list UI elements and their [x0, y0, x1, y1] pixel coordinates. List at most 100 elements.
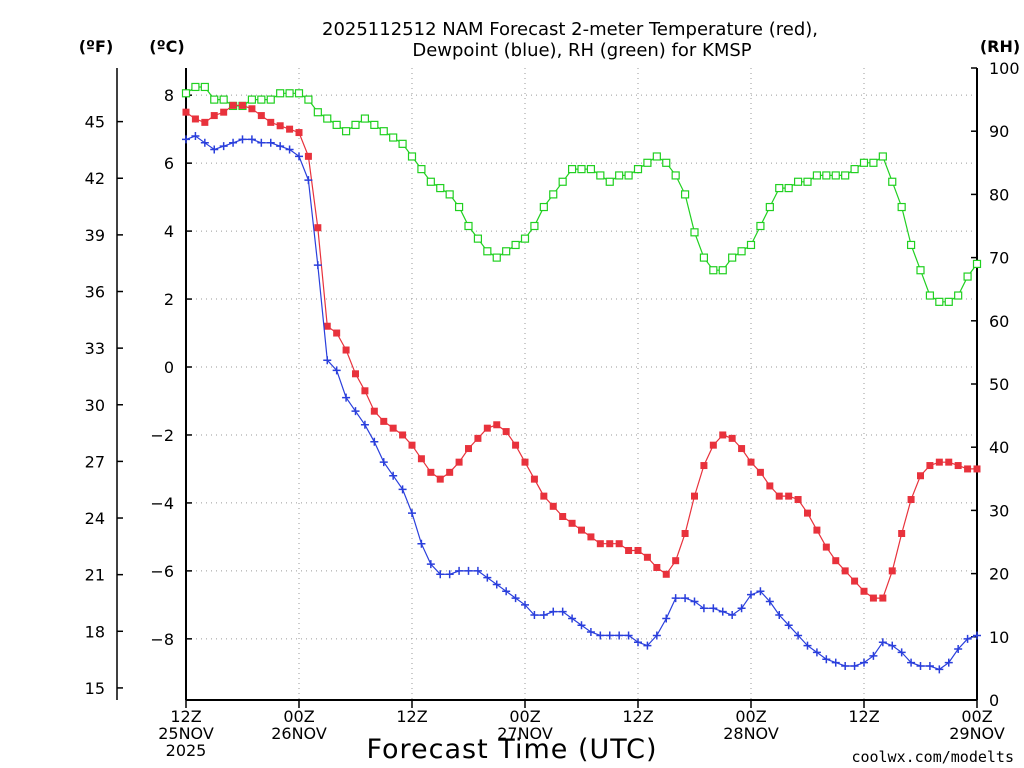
temperature-point — [832, 557, 840, 565]
dewpoint-point — [379, 458, 388, 467]
temperature-point — [888, 567, 896, 575]
rh-tick-label: 90 — [989, 122, 1009, 141]
dewpoint-point — [219, 142, 228, 151]
rh-tick-label: 50 — [989, 375, 1009, 394]
temperature-point — [257, 112, 265, 120]
dewpoint-point — [558, 607, 567, 616]
temperature-point — [417, 455, 425, 463]
dewpoint-point — [295, 152, 303, 161]
dewpoint-point — [539, 611, 548, 620]
dewpoint-point — [492, 580, 501, 589]
dewpoint-point — [586, 628, 595, 637]
celsius-tick-label: −4 — [150, 494, 174, 513]
temperature-point — [323, 322, 331, 330]
dewpoint-point — [483, 573, 492, 582]
x-axis-label: Forecast Time (UTC) — [366, 734, 657, 765]
rh-point — [360, 114, 370, 123]
rh-point — [793, 177, 803, 186]
rh-point — [473, 234, 483, 243]
temperature-point — [502, 428, 510, 436]
rh-point — [925, 291, 935, 300]
rh-point — [652, 152, 661, 161]
temperature-point — [182, 108, 190, 116]
temperature-point — [822, 543, 830, 551]
temperature-point — [493, 421, 501, 429]
title-line-1: 2025112512 NAM Forecast 2-meter Temperat… — [322, 19, 818, 40]
celsius-tick-label: 8 — [164, 86, 174, 105]
rh-tick-label: 70 — [989, 249, 1009, 268]
rh-point — [351, 120, 360, 129]
dewpoint-point — [398, 485, 407, 494]
rh-point — [746, 240, 756, 250]
dewpoint-point — [238, 135, 247, 144]
rh-tick-label: 20 — [989, 565, 1009, 584]
rh-point — [963, 272, 972, 281]
dewpoint-point — [276, 142, 285, 151]
rh-point — [671, 171, 680, 180]
time-tick-label: 26NOV — [271, 724, 327, 743]
dewpoint-point — [671, 594, 680, 603]
rh-point — [841, 171, 850, 180]
dewpoint-point — [652, 631, 661, 640]
dewpoint-point — [332, 366, 341, 375]
dewpoint-point — [182, 135, 190, 144]
temperature-point — [314, 224, 322, 232]
temperature-point — [954, 462, 962, 470]
temperature-point — [738, 445, 746, 453]
celsius-tick-label: 4 — [164, 222, 174, 241]
rh-point — [897, 202, 906, 212]
rh-point — [464, 221, 473, 231]
temperature-point — [436, 475, 444, 483]
dewpoint-point — [323, 356, 332, 365]
dewpoint-point — [784, 621, 793, 630]
temperature-point — [333, 329, 341, 337]
dewpoint-point — [728, 611, 737, 620]
temperature-point — [380, 417, 388, 425]
rh-point — [728, 253, 737, 262]
temperature-point — [898, 530, 906, 538]
rh-point — [323, 114, 332, 123]
temperature-point — [286, 125, 294, 133]
rh-point — [784, 183, 793, 193]
dewpoint-point — [313, 261, 322, 270]
temperature-point — [295, 129, 303, 137]
rh-point — [803, 177, 812, 186]
rh-point — [596, 171, 605, 180]
rh-series — [181, 82, 982, 306]
temperature-point — [615, 540, 623, 548]
dewpoint-point — [963, 634, 972, 643]
rh-point — [492, 253, 501, 262]
temperature-point — [879, 594, 887, 602]
rh-point — [304, 95, 313, 104]
rh-point — [822, 171, 831, 180]
rh-point — [577, 165, 586, 174]
time-tick-label: 00Z — [509, 707, 540, 726]
dewpoint-point — [615, 631, 624, 640]
rh-point — [191, 82, 200, 92]
temperature-point — [549, 502, 557, 510]
time-tick-label: 25NOV — [158, 724, 214, 743]
dewpoint-point — [765, 597, 774, 606]
rh-point — [633, 165, 643, 174]
dewpoint-point — [285, 145, 294, 154]
title-line-2: Dewpoint (blue), RH (green) for KMSP — [412, 40, 751, 61]
rh-point — [257, 95, 266, 104]
dewpoint-point — [822, 655, 831, 664]
temperature-point — [465, 445, 472, 453]
temperature-point — [653, 563, 661, 571]
fahrenheit-unit-label: (ºF) — [79, 37, 114, 56]
dewpoint-point — [954, 645, 963, 654]
time-tick-label: 28NOV — [723, 724, 779, 743]
time-tick-label: 12Z — [848, 707, 879, 726]
temperature-point — [512, 441, 520, 449]
rh-point — [586, 165, 596, 174]
rh-point — [690, 228, 699, 237]
celsius-unit-label: (ºC) — [149, 37, 184, 56]
rh-point — [210, 95, 219, 104]
temperature-point — [672, 557, 680, 565]
temperature-point — [370, 407, 378, 415]
temperature-point — [239, 101, 246, 109]
temperature-point — [634, 546, 642, 554]
rh-tick-label: 10 — [989, 628, 1009, 647]
